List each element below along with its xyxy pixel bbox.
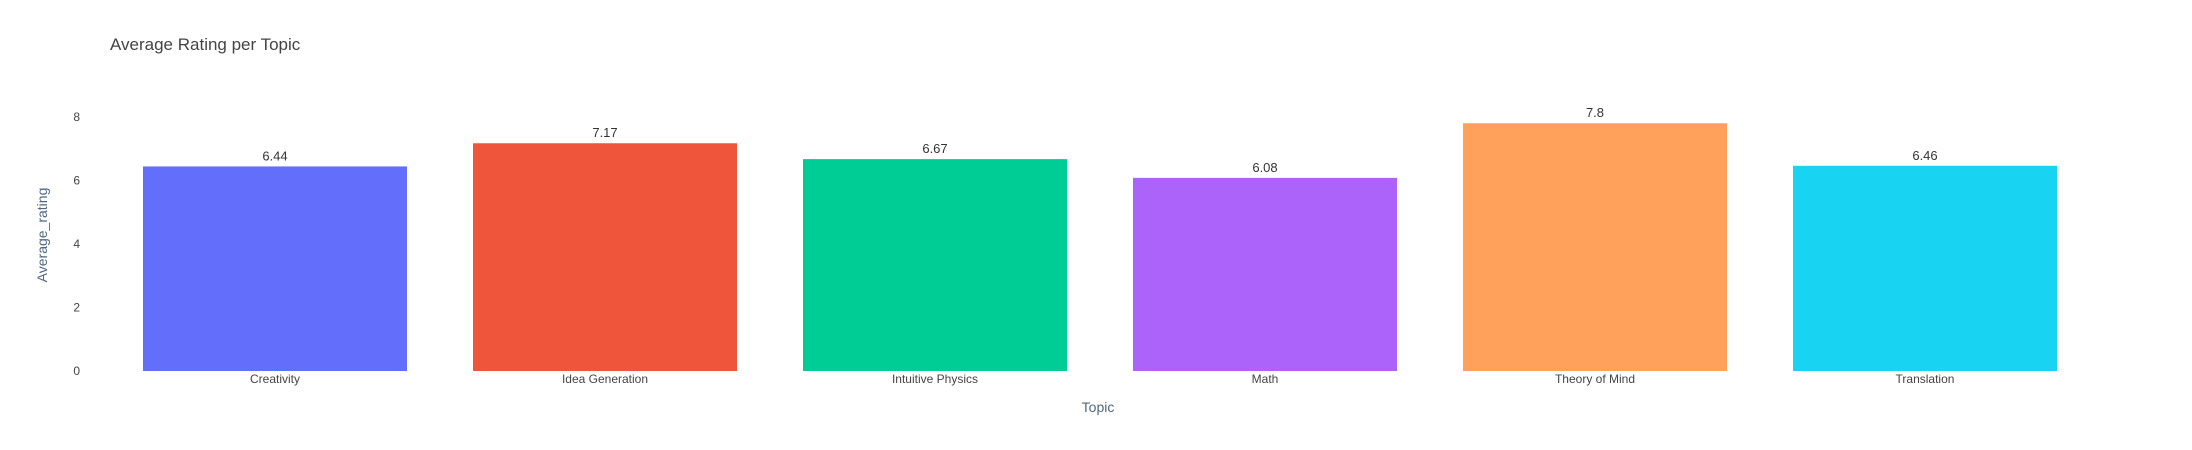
x-tick-label: Theory of Mind	[1555, 372, 1635, 386]
y-tick-label: 2	[73, 300, 80, 314]
x-axis-ticks: Creativity Idea Generation Intuitive Physi…	[250, 372, 1954, 386]
y-tick-label: 0	[73, 364, 80, 378]
bar-value-label: 7.8	[1586, 105, 1604, 120]
x-tick-label: Idea Generation	[562, 372, 648, 386]
bars	[143, 123, 2057, 371]
x-axis-title: Topic	[1082, 399, 1115, 415]
bar[interactable]	[473, 143, 737, 371]
bar-value-label: 7.17	[592, 125, 617, 140]
bar-value-label: 6.08	[1252, 160, 1277, 175]
bar-value-labels: 6.44 7.17 6.67 6.08 7.8 6.46	[262, 105, 1937, 175]
bar[interactable]	[803, 159, 1067, 371]
bar[interactable]	[143, 166, 407, 371]
x-tick-label: Translation	[1896, 372, 1955, 386]
y-axis-title: Average_rating	[34, 188, 50, 283]
bar[interactable]	[1793, 165, 2057, 371]
y-axis-ticks: 0 2 4 6 8	[73, 110, 80, 378]
bar-value-label: 6.44	[262, 148, 287, 163]
x-tick-label: Intuitive Physics	[892, 372, 978, 386]
bar-value-label: 6.67	[922, 141, 947, 156]
chart-title: Average Rating per Topic	[110, 35, 301, 54]
bar-value-label: 6.46	[1912, 148, 1937, 163]
y-tick-label: 4	[73, 237, 80, 251]
bar[interactable]	[1133, 177, 1397, 371]
y-tick-label: 8	[73, 110, 80, 124]
x-tick-label: Creativity	[250, 372, 300, 386]
y-tick-label: 6	[73, 173, 80, 187]
x-tick-label: Math	[1252, 372, 1279, 386]
bar[interactable]	[1463, 123, 1727, 371]
